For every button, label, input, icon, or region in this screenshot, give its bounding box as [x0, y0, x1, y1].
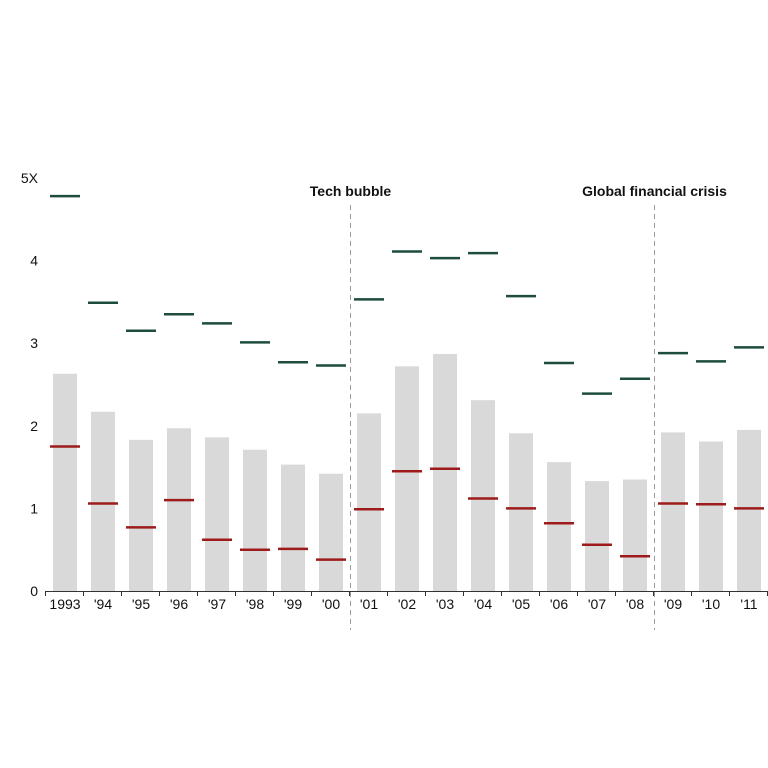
x-tick-label: '97 — [208, 596, 226, 612]
x-tick-label: '11 — [740, 596, 757, 612]
bar-'09 — [661, 432, 685, 591]
x-tick-label: '99 — [284, 596, 302, 612]
x-tick-label: '05 — [512, 596, 530, 612]
bar-'10 — [699, 441, 723, 591]
x-tick-label: 1993 — [49, 596, 80, 612]
y-tick-label: 3 — [30, 335, 38, 351]
bar-'07 — [585, 481, 609, 591]
bar-'95 — [129, 439, 153, 591]
bar-'05 — [509, 433, 533, 591]
y-tick-label: 2 — [30, 418, 38, 434]
bar-'11 — [737, 429, 761, 591]
event-label: Tech bubble — [310, 183, 392, 199]
x-tick-label: '04 — [474, 596, 492, 612]
bar-'94 — [91, 411, 115, 591]
y-tick-label: 5X — [21, 170, 39, 186]
bar-'08 — [623, 479, 647, 591]
bar-'97 — [205, 437, 229, 591]
y-tick-label: 4 — [30, 253, 38, 269]
y-tick-label: 0 — [30, 583, 38, 599]
bar-'06 — [547, 462, 571, 591]
bar-'03 — [433, 353, 457, 591]
x-tick-label: '08 — [626, 596, 644, 612]
x-tick-label: '03 — [436, 596, 454, 612]
x-tick-label: '94 — [94, 596, 112, 612]
x-tick-label: '09 — [664, 596, 682, 612]
x-tick-label: '98 — [246, 596, 264, 612]
bar-1993 — [53, 373, 77, 591]
bar-'01 — [357, 413, 381, 591]
bar-'00 — [319, 473, 343, 591]
x-tick-label: '07 — [588, 596, 606, 612]
bar-'96 — [167, 428, 191, 591]
bar-'02 — [395, 366, 419, 591]
x-tick-label: '95 — [132, 596, 150, 612]
x-tick-label: '06 — [550, 596, 568, 612]
x-tick-label: '10 — [702, 596, 720, 612]
y-tick-label: 1 — [30, 500, 38, 516]
event-label: Global financial crisis — [582, 183, 727, 199]
x-tick-label: '02 — [398, 596, 416, 612]
bar-'98 — [243, 449, 267, 591]
bar-'04 — [471, 400, 495, 591]
x-tick-label: '01 — [360, 596, 378, 612]
bar-'99 — [281, 464, 305, 591]
x-tick-label: '96 — [170, 596, 188, 612]
x-tick-label: '00 — [322, 596, 340, 612]
